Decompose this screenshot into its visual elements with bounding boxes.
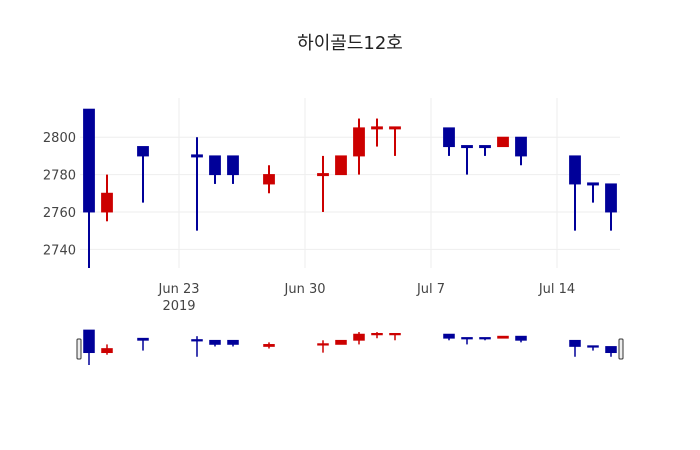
range-slider[interactable]: [76, 329, 624, 365]
candle: [83, 108, 95, 268]
candle: [353, 118, 365, 175]
candle-body: [443, 127, 455, 148]
candle-body: [479, 337, 491, 340]
candle-body: [443, 333, 455, 339]
candle-body: [83, 108, 95, 213]
candle: [497, 136, 509, 148]
candle-body: [209, 339, 221, 345]
y-tick-label: 2780: [43, 169, 76, 184]
chart-title: 하이골드12호: [297, 33, 403, 54]
candle-body: [461, 337, 473, 340]
y-tick-label: 2760: [43, 206, 76, 221]
candle-body: [497, 335, 509, 339]
slider-candle: [191, 336, 203, 357]
slider-candle: [209, 339, 221, 347]
slider-candle: [443, 333, 455, 341]
candle: [389, 126, 401, 156]
candle-body: [317, 343, 329, 346]
slider-candle: [605, 346, 617, 357]
candle-body: [101, 192, 113, 213]
candle: [605, 183, 617, 231]
slider-candle: [101, 344, 113, 355]
candle: [443, 127, 455, 156]
candle-body: [605, 346, 617, 354]
x-tick-label: Jun 23: [158, 282, 200, 297]
y-tick-label: 2800: [43, 131, 76, 146]
range-slider-left-handle[interactable]: [76, 338, 82, 360]
x-tick-label: Jul 14: [538, 282, 575, 297]
candle-body: [317, 173, 329, 177]
candle: [227, 155, 239, 184]
slider-candle: [353, 332, 365, 345]
candle: [335, 155, 347, 176]
slider-candle: [569, 339, 581, 357]
slider-candle: [371, 332, 383, 339]
slider-candle: [137, 337, 149, 351]
candle-body: [389, 332, 401, 336]
candle: [191, 137, 203, 231]
slider-candle: [335, 339, 347, 345]
slider-candle: [587, 345, 599, 351]
candle-body: [263, 344, 275, 347]
range-slider-bg: [80, 330, 620, 365]
slider-candle: [263, 342, 275, 349]
candle-body: [569, 155, 581, 185]
slider-candle: [515, 335, 527, 343]
slider-candle: [461, 337, 473, 345]
range-slider-right-handle[interactable]: [618, 338, 624, 360]
candle-body: [263, 174, 275, 185]
candle: [371, 118, 383, 147]
candle-body: [83, 329, 95, 354]
candle-body: [353, 333, 365, 341]
candle-body: [461, 145, 473, 149]
candle-body: [227, 155, 239, 176]
candle-body: [371, 126, 383, 130]
candle-body: [353, 127, 365, 157]
x-tick-label: Jul 7: [416, 282, 445, 297]
candle-body: [191, 339, 203, 342]
candle: [479, 145, 491, 156]
candle-body: [371, 332, 383, 336]
candle-body: [209, 155, 221, 176]
candle: [137, 146, 149, 203]
candle-body: [137, 337, 149, 341]
candle: [263, 165, 275, 194]
candle-body: [587, 345, 599, 348]
candle-body: [515, 136, 527, 157]
grid: [80, 98, 620, 268]
candles: [83, 108, 617, 268]
slider-candle: [317, 340, 329, 353]
candle: [461, 145, 473, 175]
candle-body: [137, 146, 149, 157]
candle-body: [101, 348, 113, 354]
candle-body: [389, 126, 401, 130]
candle-body: [569, 339, 581, 347]
candle: [101, 174, 113, 222]
slider-candle: [479, 337, 491, 341]
candle: [587, 182, 599, 203]
candle: [515, 136, 527, 166]
x-tick-year-label: 2019: [162, 299, 195, 314]
candle: [209, 155, 221, 184]
x-tick-label: Jun 30: [284, 282, 326, 297]
candle: [569, 155, 581, 231]
slider-candle: [497, 335, 509, 339]
candle-body: [335, 155, 347, 176]
candle-body: [587, 182, 599, 186]
candle-body: [335, 339, 347, 345]
candle: [317, 155, 329, 212]
candle-body: [515, 335, 527, 341]
slider-candle: [389, 332, 401, 341]
slider-candle: [83, 329, 95, 365]
candle-body: [227, 339, 239, 345]
candle-body: [497, 136, 509, 148]
y-tick-label: 2740: [43, 243, 76, 258]
candle-body: [479, 145, 491, 149]
candle-body: [605, 183, 617, 213]
candle-body: [191, 154, 203, 158]
slider-candle: [227, 339, 239, 347]
axes: 2740 2760 2780 2800 Jun 23 2019 Jun 30 Jul 7 Jul…: [43, 131, 575, 314]
